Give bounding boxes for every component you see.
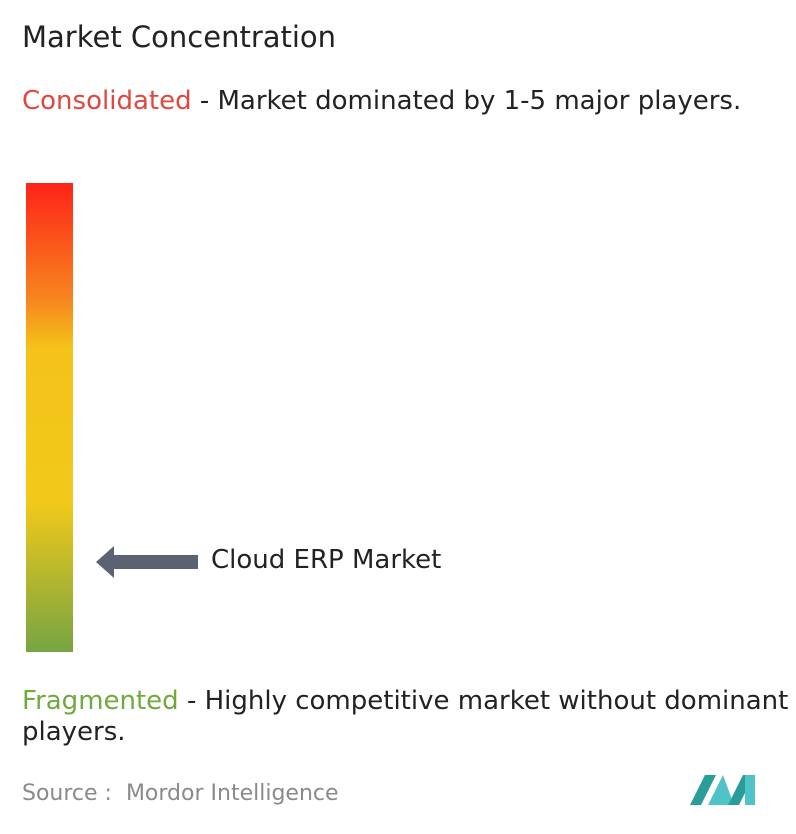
source: Source : Mordor Intelligence: [22, 781, 339, 806]
marker-label: Cloud ERP Market: [211, 545, 442, 575]
consolidated-legend: Consolidated - Market dominated by 1-5 m…: [22, 86, 792, 117]
fragmented-label: Fragmented: [22, 686, 179, 716]
consolidated-label: Consolidated: [22, 86, 192, 116]
consolidated-description: - Market dominated by 1-5 major players.: [191, 86, 742, 116]
marker-arrow: [96, 546, 198, 578]
title: Market Concentration: [22, 20, 337, 54]
concentration-scale: [26, 183, 73, 652]
fragmented-description: - Highly competitive market without domi…: [22, 686, 796, 747]
logo: [690, 775, 755, 805]
fragmented-legend: Fragmented - Highly competitive market w…: [22, 686, 792, 748]
